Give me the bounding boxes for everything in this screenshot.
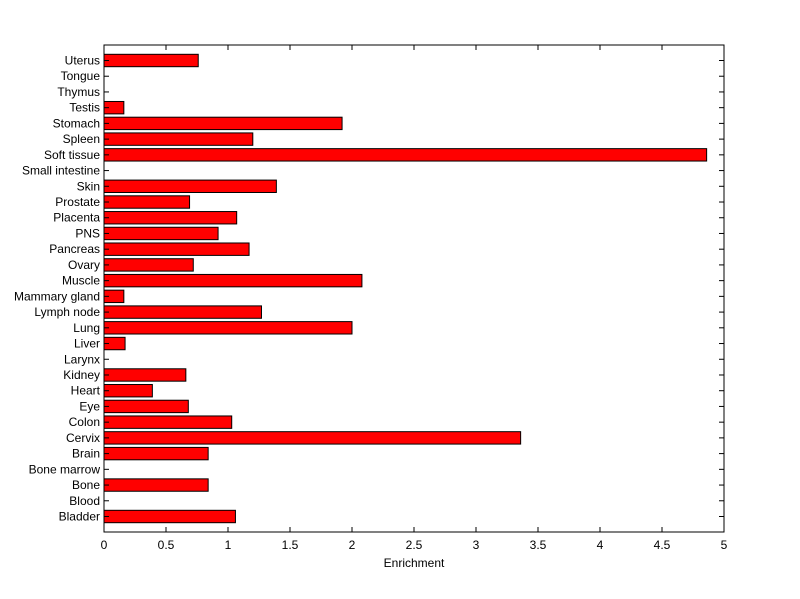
bar-cervix: [103, 431, 522, 445]
y-tick-label: Bone: [72, 478, 100, 492]
bar-colon: [103, 415, 233, 429]
bar-lung: [103, 321, 353, 335]
bar-spleen: [103, 132, 254, 146]
y-tick-label: Skin: [77, 179, 100, 193]
x-tick-label: 1.5: [282, 538, 299, 552]
bar-muscle: [103, 273, 363, 288]
x-tick-label: 4: [597, 538, 604, 552]
bar-stomach: [103, 116, 343, 131]
y-tick-label: Ovary: [68, 258, 100, 272]
y-tick-label: Cervix: [66, 431, 100, 445]
x-tick-label: 0: [101, 538, 108, 552]
x-tick-label: 4.5: [654, 538, 671, 552]
y-tick-label: Stomach: [53, 116, 100, 130]
x-tick-label: 3: [473, 538, 480, 552]
bar-skin: [103, 179, 277, 193]
x-tick-label: 5: [721, 538, 728, 552]
bar-brain: [103, 446, 209, 461]
x-tick-label: 1: [225, 538, 232, 552]
bar-heart: [103, 384, 153, 398]
y-tick-label: Brain: [72, 447, 100, 461]
bar-eye: [103, 399, 189, 414]
bar-soft-tissue: [103, 148, 708, 162]
y-tick-label: Blood: [69, 494, 100, 508]
y-tick-label: Soft tissue: [44, 148, 100, 162]
bar-prostate: [103, 195, 191, 209]
y-tick-label: Spleen: [63, 132, 100, 146]
x-tick-label: 2.5: [406, 538, 423, 552]
y-tick-label: Bone marrow: [29, 462, 101, 476]
y-tick-label: Colon: [69, 415, 100, 429]
y-tick-label: Eye: [79, 399, 100, 413]
y-tick-label: Kidney: [63, 368, 100, 382]
bar-placenta: [103, 211, 238, 225]
y-tick-label: Lung: [73, 321, 100, 335]
x-tick-label: 3.5: [530, 538, 547, 552]
y-tick-label: Small intestine: [22, 164, 100, 178]
y-tick-label: Lymph node: [34, 305, 100, 319]
x-tick-label: 0.5: [158, 538, 175, 552]
y-tick-label: Larynx: [64, 352, 100, 366]
bar-pns: [103, 226, 219, 241]
ticks-group: [103, 45, 725, 532]
y-tick-label: Bladder: [59, 510, 100, 524]
y-tick-label: Muscle: [62, 274, 100, 288]
bar-uterus: [103, 53, 199, 68]
y-tick-label: Placenta: [53, 211, 100, 225]
y-tick-label: Tongue: [61, 69, 101, 83]
y-tick-label: PNS: [75, 226, 100, 240]
bar-pancreas: [103, 242, 250, 256]
bar-bladder: [103, 509, 236, 524]
bar-ovary: [103, 258, 194, 272]
plot-frame: [103, 44, 725, 533]
bar-kidney: [103, 368, 187, 382]
bar-lymph-node: [103, 305, 262, 319]
y-tick-label: Mammary gland: [14, 289, 100, 303]
x-axis-title: Enrichment: [384, 556, 445, 570]
y-tick-label: Pancreas: [49, 242, 100, 256]
y-tick-label: Uterus: [65, 54, 100, 68]
y-tick-label: Heart: [71, 384, 101, 398]
x-tick-label: 2: [349, 538, 356, 552]
bar-bone: [103, 478, 209, 492]
y-tick-label: Prostate: [55, 195, 100, 209]
y-tick-label: Testis: [69, 101, 100, 115]
y-tick-label: Thymus: [57, 85, 100, 99]
y-tick-label: Liver: [74, 337, 100, 351]
